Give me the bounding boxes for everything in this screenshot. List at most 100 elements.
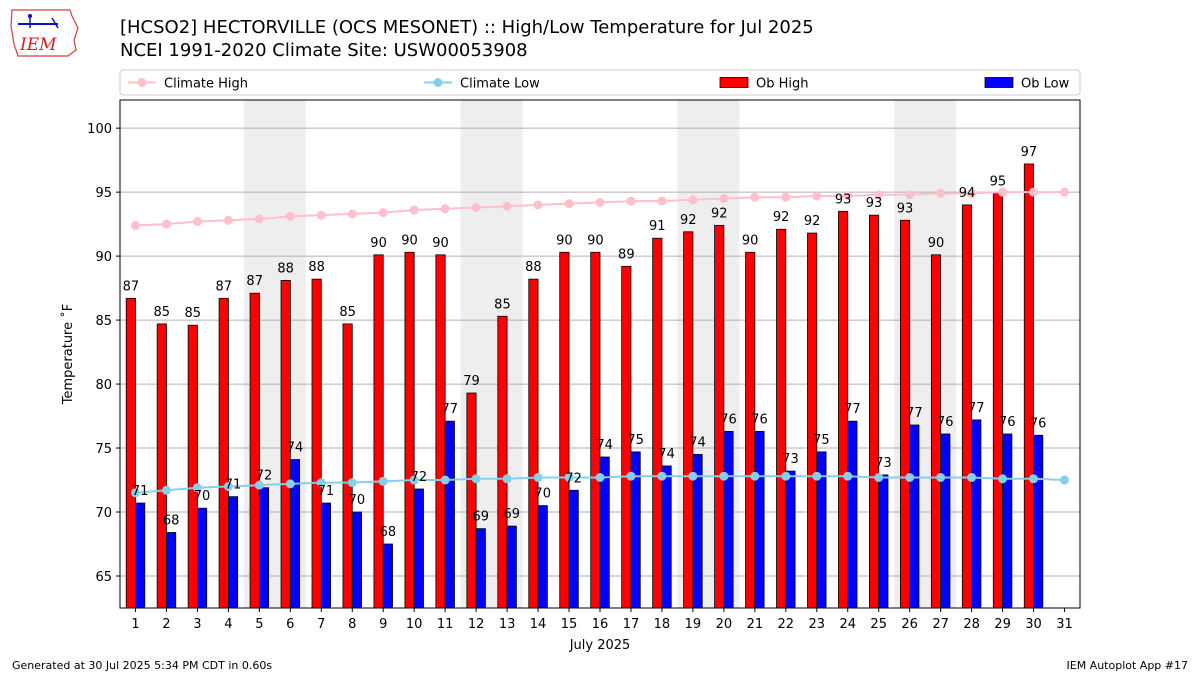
climate-low-point <box>564 472 574 482</box>
ob-low-label: 71 <box>318 484 335 499</box>
ob-high-label: 87 <box>246 274 263 289</box>
ob-high-label: 88 <box>525 260 542 275</box>
x-tick-label: 27 <box>932 617 949 632</box>
app-credit: IEM Autoplot App #17 <box>1066 659 1189 672</box>
climate-high-point <box>1029 187 1039 197</box>
ob-low-label: 72 <box>565 471 582 486</box>
y-tick-label: 80 <box>95 378 112 393</box>
climate-high-point <box>378 208 388 218</box>
climate-low-point <box>905 472 915 482</box>
ob-low-bar <box>506 525 517 609</box>
climate-low-point <box>409 475 419 485</box>
ob-high-bar <box>342 323 353 609</box>
climate-low-point <box>781 471 791 481</box>
climate-high-point <box>192 217 202 227</box>
x-tick-label: 5 <box>255 617 263 632</box>
ob-low-bar <box>166 532 177 609</box>
x-tick-label: 14 <box>530 617 547 632</box>
x-tick-label: 4 <box>224 617 232 632</box>
ob-low-label: 68 <box>380 525 397 540</box>
climate-high-point <box>626 196 636 206</box>
climate-low-point <box>750 471 760 481</box>
ob-low-bar <box>444 420 455 609</box>
climate-high-point <box>161 219 171 229</box>
ob-high-label: 93 <box>866 196 883 211</box>
ob-high-bar <box>249 292 260 609</box>
ob-low-bar <box>847 420 858 609</box>
y-tick-label: 100 <box>87 122 112 137</box>
ob-high-label: 90 <box>370 236 387 251</box>
ob-low-label: 75 <box>813 433 830 448</box>
climate-low-point <box>843 471 853 481</box>
x-tick-label: 23 <box>809 617 826 632</box>
climate-high-point <box>843 191 853 201</box>
ob-high-bar <box>156 323 167 609</box>
ob-high-label: 90 <box>556 233 573 248</box>
ob-low-label: 74 <box>658 447 675 462</box>
ob-high-label: 85 <box>185 306 202 321</box>
climate-low-point <box>161 485 171 495</box>
x-tick-label: 29 <box>994 617 1011 632</box>
climate-high-point <box>471 202 481 212</box>
x-axis-label: July 2025 <box>569 638 631 653</box>
x-tick-label: 9 <box>379 617 387 632</box>
climate-high-point <box>812 191 822 201</box>
svg-text:IEM: IEM <box>19 35 57 55</box>
ob-high-label: 93 <box>897 201 914 216</box>
ob-low-label: 70 <box>349 493 366 508</box>
x-tick-label: 30 <box>1025 617 1042 632</box>
x-tick-label: 15 <box>561 617 578 632</box>
y-tick-label: 85 <box>95 314 112 329</box>
ob-low-bar <box>909 424 920 609</box>
ob-low-label: 71 <box>225 478 242 493</box>
climate-low-point <box>347 478 357 488</box>
ob-low-bar <box>475 528 486 609</box>
climate-high-point <box>874 190 884 200</box>
ob-low-bar <box>227 496 239 609</box>
climate-low-point <box>316 478 326 488</box>
ob-low-label: 76 <box>1030 416 1047 431</box>
ob-low-label: 76 <box>937 415 954 430</box>
ob-low-label: 77 <box>968 401 985 416</box>
x-tick-label: 24 <box>839 617 856 632</box>
ob-low-bar <box>940 433 951 609</box>
ob-low-label: 76 <box>751 412 768 427</box>
ob-low-label: 69 <box>473 510 490 525</box>
ob-high-bar <box>497 315 508 609</box>
ob-high-bar <box>683 231 694 609</box>
ob-high-bar <box>930 254 942 609</box>
ob-low-label: 77 <box>906 406 923 421</box>
ob-low-label: 77 <box>844 402 861 417</box>
climate-low-point <box>688 471 698 481</box>
ob-low-bar <box>413 488 424 609</box>
ob-low-label: 73 <box>782 452 799 467</box>
ob-low-bar <box>785 470 796 609</box>
climate-high-point <box>502 201 512 211</box>
ob-low-label: 69 <box>503 507 520 522</box>
ob-high-bar <box>590 251 601 609</box>
ob-high-label: 97 <box>1021 145 1038 160</box>
legend-ob-low-label: Ob Low <box>1021 77 1070 92</box>
ob-low-bar <box>754 431 765 609</box>
ob-high-label: 85 <box>154 305 171 320</box>
climate-high-point <box>440 204 450 214</box>
legend-ob-low-swatch <box>984 77 1014 88</box>
climate-low-point <box>657 471 667 481</box>
ob-low-bar <box>661 465 672 609</box>
x-tick-label: 31 <box>1056 617 1073 632</box>
x-tick-label: 18 <box>654 617 671 632</box>
climate-low-point <box>967 472 977 482</box>
ob-high-label: 94 <box>959 186 976 201</box>
ob-high-label: 87 <box>123 279 140 294</box>
climate-low-point <box>719 471 729 481</box>
ob-high-bar <box>435 254 446 609</box>
chart-subtitle: NCEI 1991-2020 Climate Site: USW00053908 <box>120 40 528 61</box>
legend-climate-high-marker <box>137 78 147 87</box>
x-tick-label: 21 <box>747 617 764 632</box>
climate-high-point <box>905 190 915 200</box>
climate-low-point <box>254 480 264 490</box>
ob-high-bar <box>869 214 880 609</box>
climate-high-point <box>130 220 140 230</box>
ob-high-bar <box>404 251 415 609</box>
climate-low-point <box>936 472 946 482</box>
